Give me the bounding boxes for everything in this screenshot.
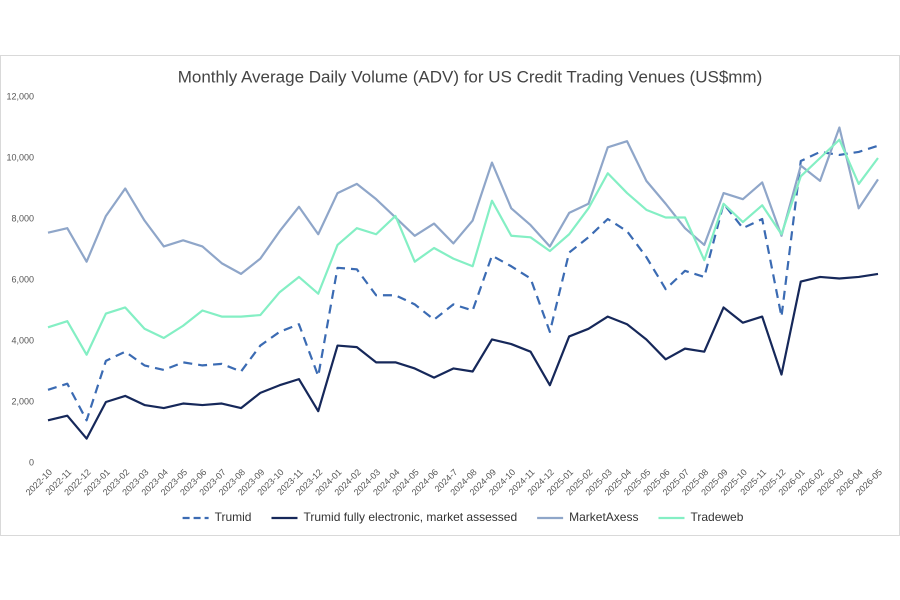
chart-title: Monthly Average Daily Volume (ADV) for U… xyxy=(178,67,763,86)
y-tick-label: 12,000 xyxy=(6,91,34,101)
series-line xyxy=(47,272,879,440)
y-tick-label: 4,000 xyxy=(11,335,34,345)
series-line xyxy=(47,138,879,356)
legend-label: Trumid xyxy=(215,510,252,524)
legend: Trumid Trumid fully electronic, market as… xyxy=(182,510,744,524)
y-tick-label: 2,000 xyxy=(11,396,34,406)
y-tick-label: 8,000 xyxy=(11,213,34,223)
legend-label: Trumid fully electronic, market assessed xyxy=(303,510,517,524)
legend-label: Tradeweb xyxy=(690,510,743,524)
series-line xyxy=(47,144,879,422)
y-tick-label: 0 xyxy=(29,457,34,467)
chart-frame xyxy=(0,55,900,536)
y-tick-label: 6,000 xyxy=(11,274,34,284)
y-tick-label: 10,000 xyxy=(6,152,34,162)
legend-label: MarketAxess xyxy=(569,510,638,524)
series-line xyxy=(47,126,879,275)
